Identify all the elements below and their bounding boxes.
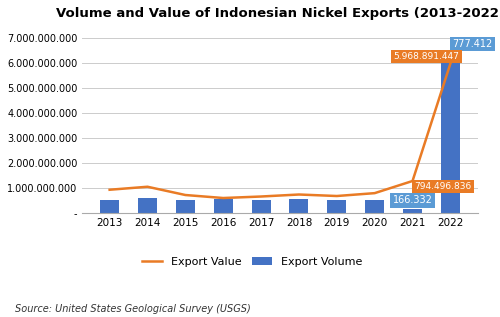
Export Value (410, 179, 416, 183)
Text: 794.496.836: 794.496.836 (414, 182, 472, 191)
Text: 5.968.891.447: 5.968.891.447 (394, 52, 460, 61)
Export Value (296, 193, 302, 197)
Title: Volume and Value of Indonesian Nickel Exports (2013-2022): Volume and Value of Indonesian Nickel Ex… (56, 7, 500, 20)
Bar (328, 200, 346, 213)
Export Value (220, 196, 226, 200)
Export Value (258, 195, 264, 198)
Export Value (144, 185, 150, 189)
Bar (365, 199, 384, 213)
Export Value (182, 193, 188, 197)
Text: Source: United States Geological Survey (USGS): Source: United States Geological Survey … (15, 304, 251, 314)
Bar (441, 52, 460, 213)
Bar (138, 198, 157, 213)
Legend: Export Value, Export Volume: Export Value, Export Volume (138, 252, 367, 271)
Line: Export Value: Export Value (110, 64, 450, 198)
Export Value (448, 62, 454, 66)
Export Value (372, 191, 378, 195)
Text: 166.332: 166.332 (392, 195, 432, 205)
Bar (100, 199, 119, 213)
Export Value (334, 194, 340, 198)
Bar (176, 199, 195, 213)
Bar (214, 199, 233, 213)
Bar (290, 199, 308, 213)
Bar (403, 209, 422, 213)
Text: 777.412: 777.412 (452, 39, 492, 49)
Bar (252, 200, 270, 213)
Export Value (106, 188, 112, 192)
